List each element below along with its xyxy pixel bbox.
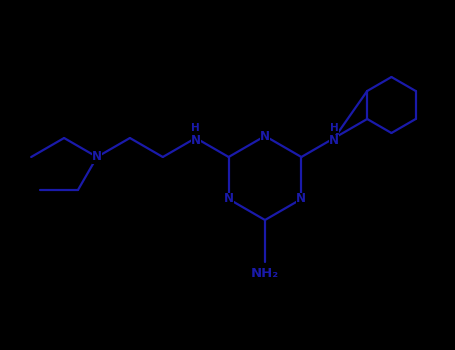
- Text: N: N: [223, 193, 233, 205]
- Text: N: N: [191, 134, 201, 147]
- Text: H: H: [330, 123, 339, 133]
- Text: N: N: [296, 193, 306, 205]
- Text: NH₂: NH₂: [251, 267, 279, 280]
- Text: N: N: [92, 150, 102, 163]
- Text: N: N: [329, 134, 339, 147]
- Text: H: H: [192, 123, 200, 133]
- Text: N: N: [260, 130, 270, 142]
